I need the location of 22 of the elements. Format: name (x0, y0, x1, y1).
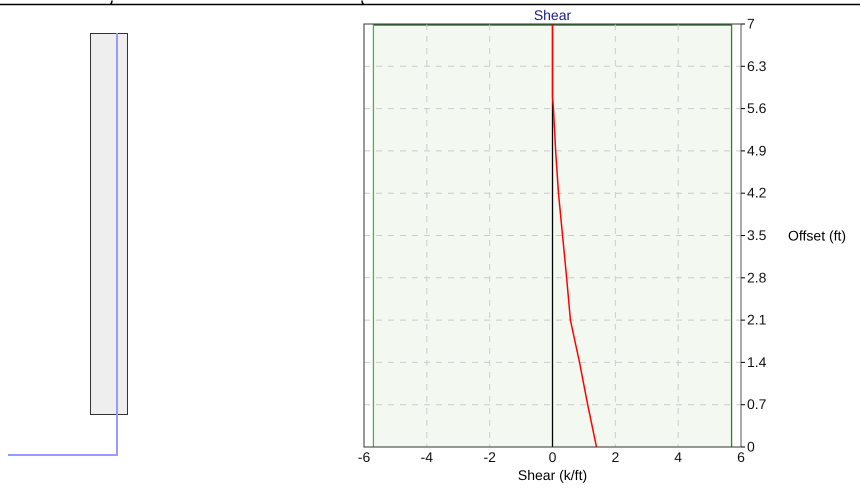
y-tick-label: 0 (747, 438, 755, 454)
y-tick-label: 2.1 (747, 312, 767, 328)
x-tick-label: 2 (611, 448, 620, 465)
x-tick-label: -4 (420, 448, 434, 465)
x-tick-label: 4 (674, 448, 682, 465)
x-tick-label: 0 (548, 448, 557, 465)
chart-title: Shear (534, 7, 572, 23)
y-tick-label: 6.3 (747, 58, 767, 74)
line-series (552, 23, 598, 448)
x-tick-label: 6 (737, 448, 746, 465)
y-tick-label: 4.9 (747, 142, 767, 158)
y-tick-label: 5.6 (747, 100, 767, 116)
x-tick-label: -6 (358, 448, 370, 465)
y-tick-label: 7 (747, 15, 755, 32)
x-tick-label: -2 (483, 448, 496, 465)
y-tick-label: 0.7 (747, 396, 767, 412)
y-axis-title: Offset (ft) (788, 228, 846, 244)
y-tick-label: 2.8 (747, 269, 767, 286)
y-tick-label: 1.4 (747, 354, 767, 370)
y-tick-label: 4.2 (747, 184, 767, 201)
y-tick-label: 3.5 (747, 226, 767, 243)
x-axis-title: Shear (k/ft) (518, 467, 588, 483)
